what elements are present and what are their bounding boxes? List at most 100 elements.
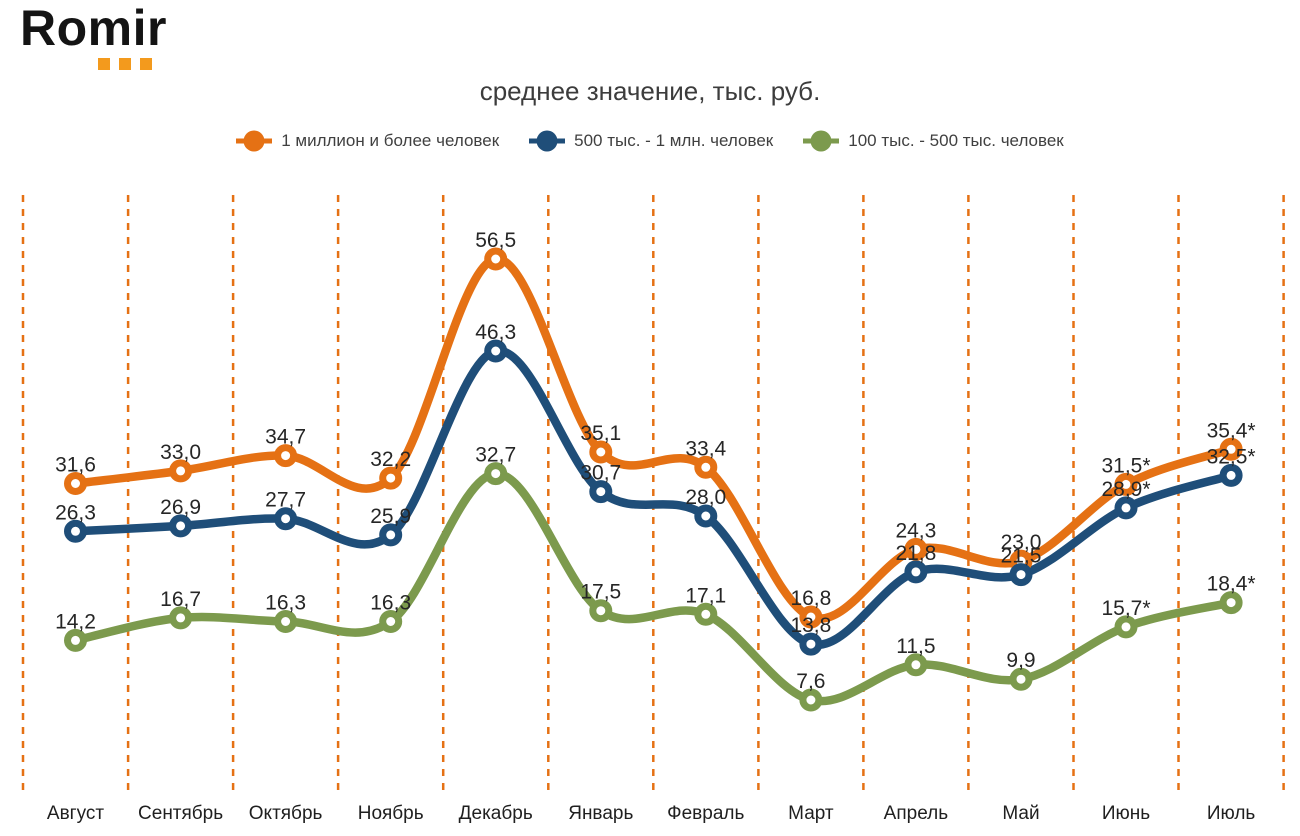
point-marker: [64, 472, 87, 495]
month-label: Сентябрь: [138, 803, 223, 824]
month-label: Октябрь: [249, 803, 323, 824]
point-marker: [484, 339, 508, 363]
point-marker: [799, 605, 823, 629]
value-label: 26,9: [160, 496, 201, 519]
value-label: 28,9*: [1101, 478, 1150, 501]
value-label: 7,6: [796, 670, 825, 693]
legend-item-100k-500k: 100 тыс. - 500 тыс. человек: [803, 129, 1064, 153]
value-label: 13,8: [790, 614, 831, 637]
month-label: Июнь: [1102, 803, 1150, 824]
value-label: 9,9: [1006, 649, 1035, 672]
point-marker: [799, 632, 823, 656]
point-marker: [1114, 615, 1138, 639]
value-label: 31,6: [55, 454, 96, 477]
legend-marker-icon: [236, 130, 273, 152]
value-label: 14,2: [55, 610, 96, 633]
value-label: 16,7: [160, 588, 201, 611]
month-label: Март: [788, 803, 834, 824]
legend-marker-icon: [529, 130, 566, 152]
point-marker: [64, 519, 87, 543]
point-marker: [1009, 667, 1033, 691]
value-label: 31,5*: [1101, 454, 1150, 477]
value-label: 56,5: [475, 229, 516, 252]
logo-text: Romir: [20, 0, 167, 56]
month-label: Февраль: [667, 803, 744, 824]
legend-label: 1 миллион и более человек: [281, 131, 500, 150]
value-label: 21,8: [895, 542, 936, 565]
month-label: Ноябрь: [358, 803, 424, 824]
value-label: 16,3: [265, 592, 306, 615]
value-label: 24,3: [895, 519, 936, 542]
point-marker: [169, 459, 193, 483]
legend-item-1mln-plus: 1 миллион и более человек: [236, 129, 499, 153]
value-label: 34,7: [265, 426, 306, 449]
value-label: 46,3: [475, 321, 516, 344]
legend-label: 100 тыс. - 500 тыс. человек: [848, 131, 1064, 150]
value-label: 33,0: [160, 441, 201, 464]
point-marker: [1219, 463, 1243, 487]
point-marker: [1219, 591, 1243, 615]
month-label: Декабрь: [459, 803, 533, 824]
value-label: 23,0: [1001, 531, 1042, 554]
value-label: 16,3: [370, 592, 411, 615]
logo-dot: [98, 58, 110, 70]
month-label: Август: [47, 803, 104, 824]
month-label: Май: [1002, 803, 1039, 824]
point-marker: [1114, 496, 1138, 520]
value-label: 32,2: [370, 448, 411, 471]
value-label: 18,4*: [1207, 573, 1256, 596]
logo-dot: [119, 58, 131, 70]
romir-logo: Romir: [20, 0, 167, 70]
value-label: 35,4*: [1207, 419, 1256, 442]
value-label: 25,9: [370, 505, 411, 528]
value-label: 15,7*: [1101, 597, 1150, 620]
point-marker: [379, 610, 403, 633]
legend-item-500k-1mln: 500 тыс. - 1 млн. человек: [529, 129, 773, 153]
point-marker: [484, 247, 508, 271]
legend-label: 500 тыс. - 1 млн. человек: [574, 131, 774, 150]
point-marker: [904, 560, 928, 584]
value-label: 33,4: [685, 437, 726, 460]
point-marker: [694, 504, 718, 528]
point-marker: [274, 444, 298, 468]
point-marker: [1009, 563, 1033, 587]
legend-marker-icon: [803, 130, 840, 152]
value-label: 28,0: [685, 486, 726, 509]
point-marker: [904, 537, 928, 561]
value-label: 30,7: [580, 462, 621, 485]
value-label: 17,5: [580, 581, 621, 604]
point-marker: [1219, 437, 1243, 461]
chart-title: среднее значение, тыс. руб.: [479, 76, 821, 106]
point-marker: [589, 440, 613, 464]
value-label: 35,1: [580, 422, 621, 445]
logo-dot: [140, 58, 152, 70]
point-marker: [799, 688, 823, 712]
point-marker: [274, 507, 298, 531]
point-marker: [904, 653, 928, 677]
point-marker: [589, 480, 613, 504]
value-label: 26,3: [55, 501, 96, 524]
point-marker: [694, 602, 718, 626]
value-label: 17,1: [685, 584, 726, 607]
value-label: 32,5*: [1207, 445, 1256, 468]
point-marker: [274, 610, 298, 633]
month-label: Январь: [568, 803, 633, 824]
month-label: Апрель: [884, 803, 949, 824]
point-marker: [64, 628, 87, 652]
value-label: 21,5: [1001, 545, 1042, 568]
point-marker: [379, 466, 403, 490]
point-marker: [484, 462, 508, 486]
point-marker: [694, 455, 718, 479]
legend: 1 миллион и более человек 500 тыс. - 1 м…: [0, 129, 1300, 153]
point-marker: [379, 523, 403, 547]
logo-dots: [98, 58, 152, 70]
value-label: 11,5: [896, 635, 935, 658]
value-label: 32,7: [475, 444, 516, 467]
point-marker: [1114, 472, 1138, 496]
month-label: Июль: [1207, 803, 1256, 824]
value-label: 16,8: [790, 587, 831, 610]
point-marker: [589, 599, 613, 623]
value-label: 27,7: [265, 489, 306, 512]
